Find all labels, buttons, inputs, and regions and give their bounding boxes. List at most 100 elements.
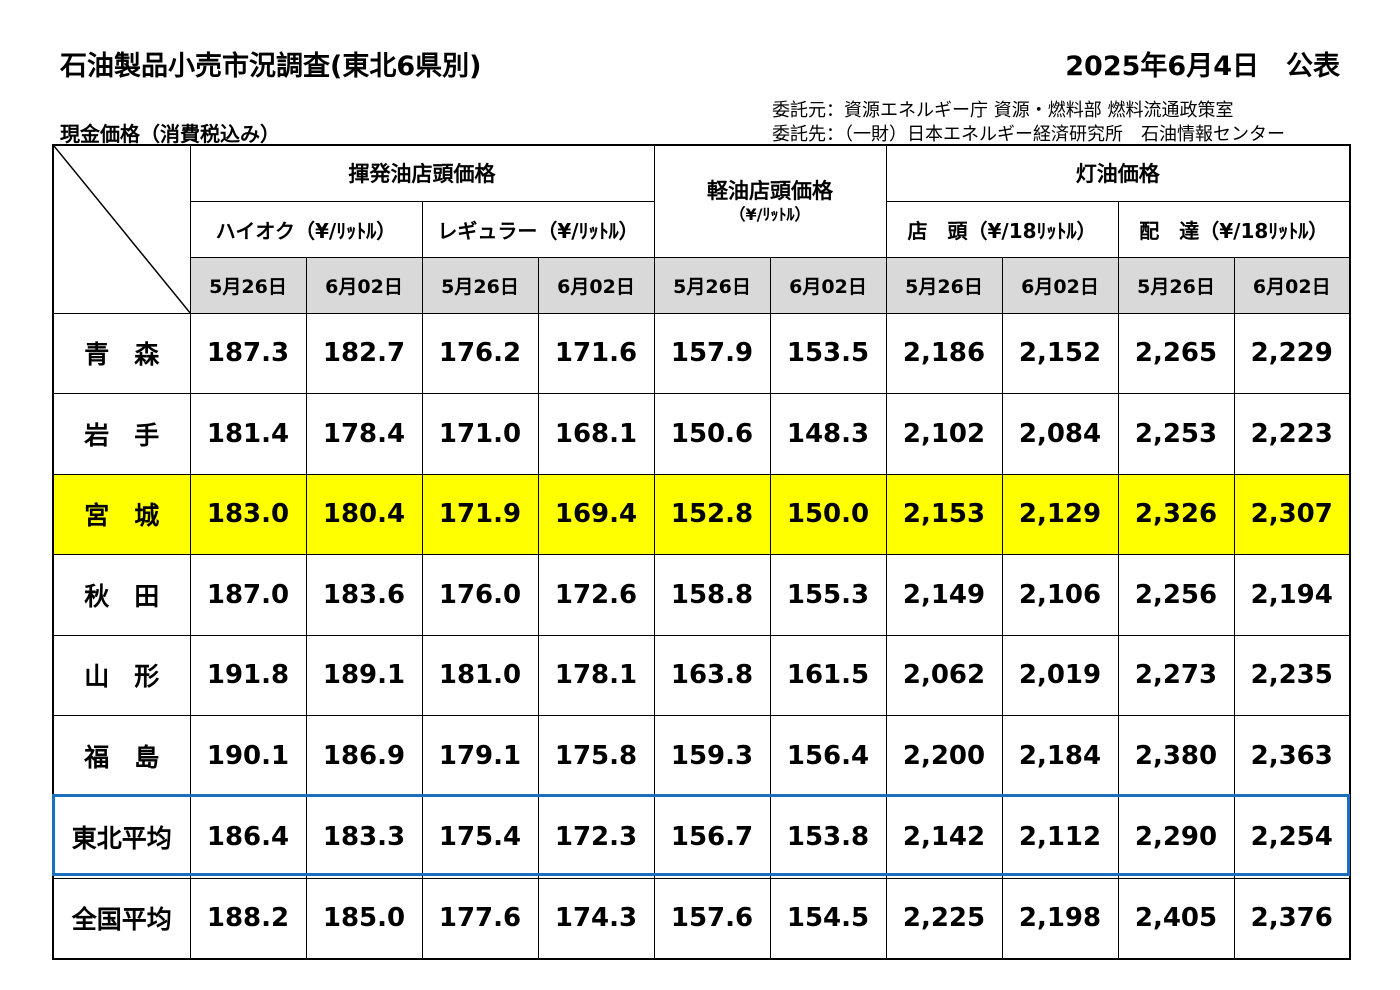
prefecture-name: 福 島 <box>52 715 191 797</box>
price-cell: 2,142 <box>885 795 1003 879</box>
price-cell: 171.6 <box>537 312 655 394</box>
price-cell: 168.1 <box>537 393 655 475</box>
price-cell: 190.1 <box>189 715 307 797</box>
date-header-cell: 6月02日 <box>1001 256 1119 314</box>
price-cell: 150.6 <box>653 393 771 475</box>
date-header-cell: 5月26日 <box>1117 256 1235 314</box>
price-cell: 157.9 <box>653 312 771 394</box>
prefecture-name: 秋 田 <box>52 554 191 636</box>
price-cell: 189.1 <box>305 634 423 716</box>
price-cell: 2,256 <box>1117 554 1235 636</box>
prefecture-name: 岩 手 <box>52 393 191 475</box>
price-cell: 157.6 <box>653 877 771 959</box>
price-cell: 183.0 <box>189 473 307 555</box>
price-cell: 154.5 <box>769 877 887 959</box>
price-cell: 2,254 <box>1233 795 1351 879</box>
price-table: 揮発油店頭価格 軽油店頭価格 （¥/ﾘｯﾄﾙ） 灯油価格 ハイオク（¥/ﾘｯﾄﾙ… <box>52 144 1351 960</box>
price-cell: 175.4 <box>421 795 539 879</box>
price-cell: 150.0 <box>769 473 887 555</box>
price-cell: 2,200 <box>885 715 1003 797</box>
corner-diagonal <box>54 146 189 312</box>
price-cell: 2,084 <box>1001 393 1119 475</box>
price-cell: 2,253 <box>1117 393 1235 475</box>
date-header-cell: 5月26日 <box>421 256 539 314</box>
price-cell: 159.3 <box>653 715 771 797</box>
price-cell: 2,273 <box>1117 634 1235 716</box>
price-cell: 2,129 <box>1001 473 1119 555</box>
price-cell: 2,363 <box>1233 715 1351 797</box>
price-cell: 2,405 <box>1117 877 1235 959</box>
table-row: 東北平均 186.4 183.3 175.4 172.3 156.7 153.8 2,142 2… <box>52 795 1351 879</box>
price-cell: 2,380 <box>1117 715 1235 797</box>
price-cell: 2,106 <box>1001 554 1119 636</box>
price-cell: 180.4 <box>305 473 423 555</box>
table-row: 岩 手 181.4 178.4 171.0 168.1 150.6 148.3 2,102 2,… <box>52 393 1351 475</box>
price-cell: 156.4 <box>769 715 887 797</box>
price-cell: 177.6 <box>421 877 539 959</box>
price-cell: 2,229 <box>1233 312 1351 394</box>
price-cell: 2,153 <box>885 473 1003 555</box>
price-cell: 152.8 <box>653 473 771 555</box>
date-header-cell: 6月02日 <box>769 256 887 314</box>
price-cell: 148.3 <box>769 393 887 475</box>
price-cell: 186.9 <box>305 715 423 797</box>
price-cell: 181.4 <box>189 393 307 475</box>
diesel-unit: （¥/ﾘｯﾄﾙ） <box>729 205 811 225</box>
price-cell: 2,198 <box>1001 877 1119 959</box>
price-cell: 178.1 <box>537 634 655 716</box>
price-cell: 2,290 <box>1117 795 1235 879</box>
price-cell: 169.4 <box>537 473 655 555</box>
table-row: 山 形 191.8 189.1 181.0 178.1 163.8 161.5 2,062 2,… <box>52 634 1351 716</box>
date-header-cell: 6月02日 <box>537 256 655 314</box>
price-cell: 2,152 <box>1001 312 1119 394</box>
regular-header: レギュラー（¥/ﾘｯﾄﾙ） <box>421 200 655 258</box>
price-cell: 153.5 <box>769 312 887 394</box>
price-cell: 172.6 <box>537 554 655 636</box>
price-cell: 2,223 <box>1233 393 1351 475</box>
price-cell: 186.4 <box>189 795 307 879</box>
price-cell: 175.8 <box>537 715 655 797</box>
price-cell: 176.2 <box>421 312 539 394</box>
gasoline-group-header: 揮発油店頭価格 <box>189 144 655 202</box>
page-title: 石油製品小売市況調査(東北6県別) <box>60 51 482 82</box>
price-cell: 2,149 <box>885 554 1003 636</box>
price-cell: 171.9 <box>421 473 539 555</box>
price-cell: 153.8 <box>769 795 887 879</box>
kerosene-delivery-header: 配 達（¥/18ﾘｯﾄﾙ） <box>1117 200 1351 258</box>
price-cell: 2,194 <box>1233 554 1351 636</box>
prefecture-name: 青 森 <box>52 312 191 394</box>
price-cell: 2,307 <box>1233 473 1351 555</box>
price-cell: 2,225 <box>885 877 1003 959</box>
price-cell: 188.2 <box>189 877 307 959</box>
price-cell: 2,376 <box>1233 877 1351 959</box>
price-cell: 2,326 <box>1117 473 1235 555</box>
table-row: 全国平均 188.2 185.0 177.6 174.3 157.6 154.5 2,225 2… <box>52 877 1351 959</box>
prefecture-name: 宮 城 <box>52 473 191 555</box>
price-cell: 2,184 <box>1001 715 1119 797</box>
table-row: 福 島 190.1 186.9 179.1 175.8 159.3 156.4 2,200 2,… <box>52 715 1351 797</box>
price-cell: 171.0 <box>421 393 539 475</box>
price-cell: 179.1 <box>421 715 539 797</box>
price-cell: 2,235 <box>1233 634 1351 716</box>
price-cell: 178.4 <box>305 393 423 475</box>
price-cell: 163.8 <box>653 634 771 716</box>
kerosene-group-header: 灯油価格 <box>885 144 1351 202</box>
date-header-row: 5月26日 6月02日 5月26日 6月02日 5月26日 6月02日 5月26日 6月02日… <box>53 256 1351 314</box>
price-cell: 191.8 <box>189 634 307 716</box>
publish-date: 2025年6月4日 公表 <box>1065 51 1340 82</box>
table-row: 秋 田 187.0 183.6 176.0 172.6 158.8 155.3 2,149 2,… <box>52 554 1351 636</box>
price-cell: 187.3 <box>189 312 307 394</box>
kerosene-store-header: 店 頭（¥/18ﾘｯﾄﾙ） <box>885 200 1119 258</box>
prefecture-name: 東北平均 <box>52 795 191 879</box>
high-octane-header: ハイオク（¥/ﾘｯﾄﾙ） <box>189 200 423 258</box>
date-header-cell: 6月02日 <box>1233 256 1351 314</box>
price-cell: 182.7 <box>305 312 423 394</box>
prefecture-name: 全国平均 <box>52 877 191 959</box>
prefecture-name: 山 形 <box>52 634 191 716</box>
date-header-cell: 5月26日 <box>885 256 1003 314</box>
price-cell: 161.5 <box>769 634 887 716</box>
price-cell: 155.3 <box>769 554 887 636</box>
client-label: 委託元：資源エネルギー庁 資源・燃料部 燃料流通政策室 <box>772 100 1234 121</box>
diesel-group-title: 軽油店頭価格 <box>707 179 833 204</box>
price-cell: 174.3 <box>537 877 655 959</box>
